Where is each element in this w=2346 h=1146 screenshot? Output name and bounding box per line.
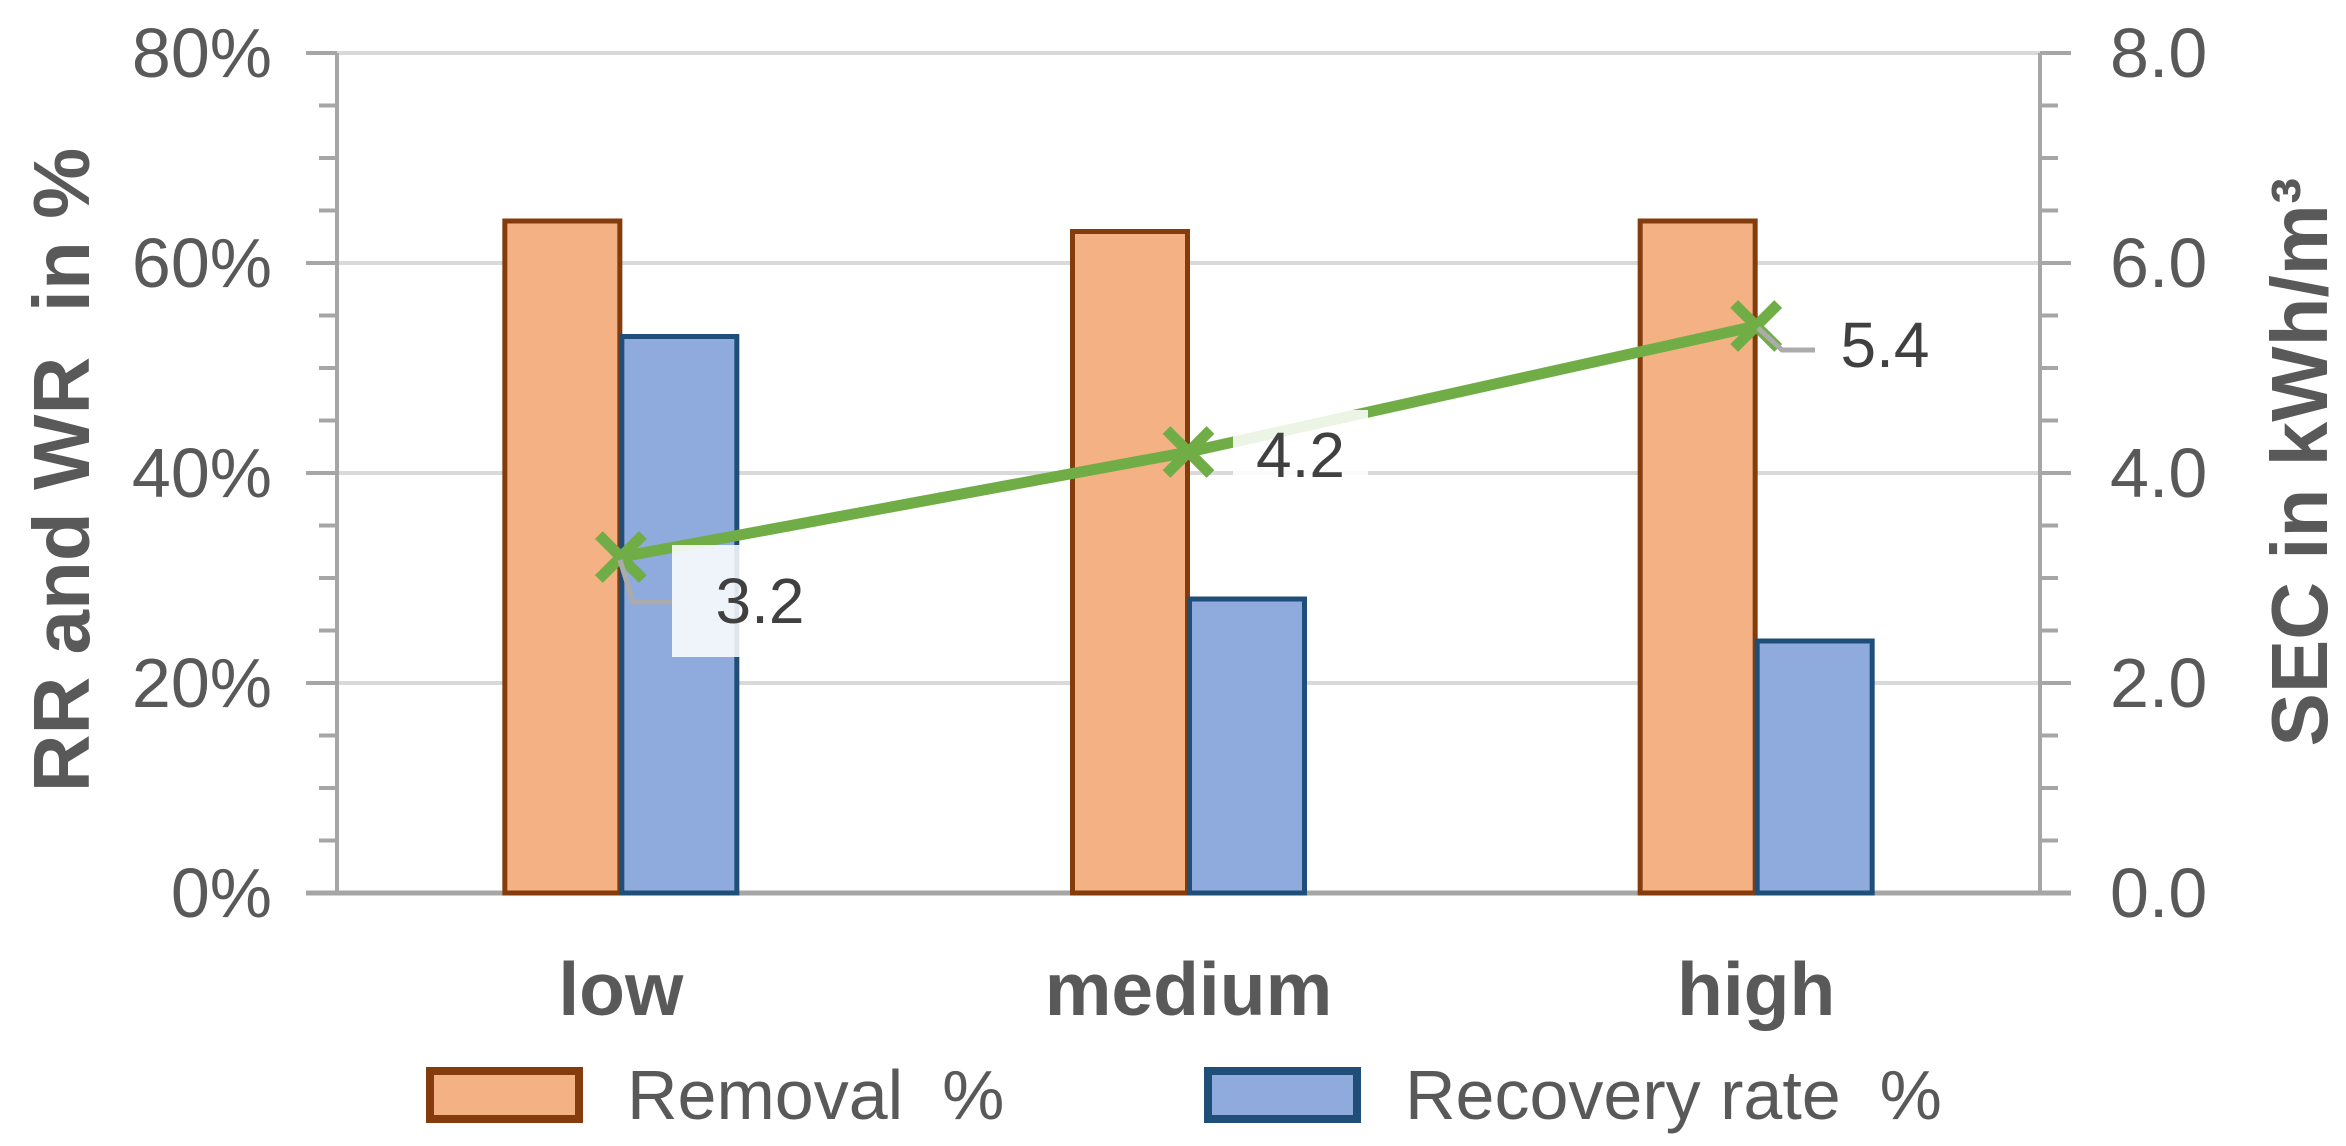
data-label-box-high	[1815, 301, 1955, 389]
bar-removal-low	[502, 218, 623, 896]
y-axis-right-tick-label: 0.0	[2110, 854, 2207, 932]
y-axis-left-tick-label: 0%	[171, 854, 272, 932]
y-axis-left-tick-label: 40%	[132, 434, 272, 512]
x-axis-category-label-medium: medium	[1045, 947, 1333, 1031]
data-label-high: 5.4	[1841, 309, 1930, 381]
bar-recovery-high	[1754, 638, 1875, 896]
data-label-box-low	[672, 545, 848, 657]
y-axis-right-tick-label: 8.0	[2110, 14, 2207, 92]
y-axis-left-tick-label: 60%	[132, 224, 272, 302]
x-axis-category-label-low: low	[558, 947, 684, 1031]
data-label-box-medium	[1233, 410, 1368, 500]
y-axis-title-left: RR and WR in %	[17, 147, 106, 793]
x-axis-category-label-high: high	[1677, 947, 1835, 1031]
bar-removal-high	[1637, 218, 1758, 896]
y-axis-left-tick-label: 80%	[132, 14, 272, 92]
bar-removal-medium	[1070, 229, 1190, 896]
data-label-medium: 4.2	[1256, 419, 1345, 491]
data-label-low: 3.2	[716, 565, 805, 637]
y-axis-right-tick-label: 4.0	[2110, 434, 2207, 512]
sec-marker-x-low	[594, 531, 647, 583]
y-axis-title-right: SEC in kWh/m³	[2255, 177, 2344, 747]
bar-recovery-medium	[1187, 596, 1307, 896]
data-label-leader-high	[1756, 326, 1815, 353]
sec-marker-x-high	[1730, 300, 1783, 352]
y-axis-left-tick-label: 20%	[132, 644, 272, 722]
data-label-leader-low	[617, 559, 672, 605]
y-axis-right-tick-label: 6.0	[2110, 224, 2207, 302]
y-axis-right-tick-label: 2.0	[2110, 644, 2207, 722]
sec-marker-x-medium	[1162, 426, 1215, 478]
